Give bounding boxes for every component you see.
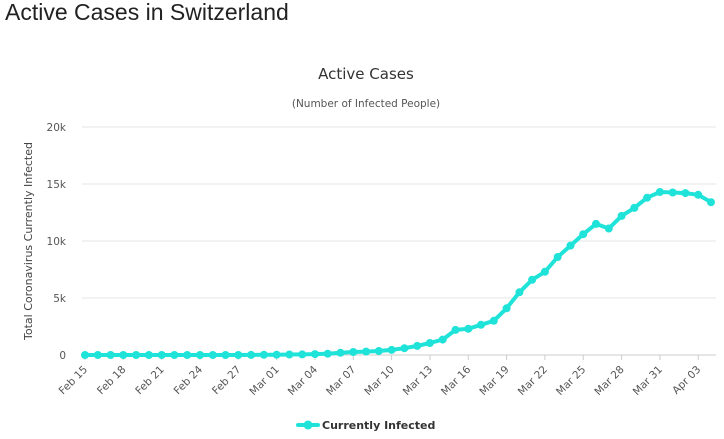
- x-tick-label: Mar 25: [554, 364, 588, 398]
- y-tick-label: 15k: [47, 179, 67, 191]
- data-point[interactable]: [183, 351, 192, 359]
- x-tick-label: Mar 01: [247, 364, 281, 398]
- y-tick-label: 5k: [53, 293, 67, 305]
- data-point[interactable]: [592, 219, 600, 228]
- y-axis-ticks: 0 5k 10k 15k 20k: [47, 122, 67, 362]
- x-tick-label: Mar 04: [286, 363, 321, 398]
- data-point[interactable]: [681, 189, 690, 198]
- data-point[interactable]: [221, 351, 230, 359]
- x-tick-label: Feb 24: [172, 363, 206, 397]
- y-tick-label: 10k: [47, 236, 67, 248]
- data-point[interactable]: [655, 188, 664, 196]
- data-point[interactable]: [617, 211, 626, 220]
- data-point[interactable]: [349, 348, 358, 356]
- data-point[interactable]: [707, 198, 715, 207]
- data-point[interactable]: [425, 339, 434, 347]
- data-point[interactable]: [170, 351, 179, 359]
- data-point[interactable]: [694, 190, 703, 199]
- x-tick-label: Feb 18: [95, 364, 128, 397]
- data-point[interactable]: [604, 224, 613, 233]
- data-point[interactable]: [157, 351, 166, 359]
- data-point[interactable]: [93, 351, 102, 359]
- data-point[interactable]: [489, 316, 498, 325]
- x-tick-label: Mar 16: [439, 363, 474, 398]
- grid: [82, 126, 716, 356]
- data-point[interactable]: [272, 350, 281, 359]
- series-line-currently-infected: [83, 190, 713, 357]
- data-point[interactable]: [413, 341, 422, 350]
- data-point[interactable]: [336, 348, 345, 357]
- data-point[interactable]: [566, 241, 575, 250]
- legend-marker-icon: [303, 420, 313, 430]
- data-point[interactable]: [477, 320, 485, 329]
- data-point[interactable]: [285, 350, 294, 359]
- x-tick-label: Feb 15: [57, 364, 90, 397]
- y-tick-label: 20k: [47, 122, 67, 134]
- data-point[interactable]: [234, 351, 243, 359]
- data-point[interactable]: [579, 230, 588, 239]
- data-point[interactable]: [387, 345, 396, 354]
- data-point[interactable]: [208, 351, 217, 359]
- data-point[interactable]: [362, 347, 371, 356]
- legend-label-currently-infected: Currently Infected: [322, 419, 435, 432]
- x-tick-label: Mar 13: [401, 364, 435, 398]
- data-point[interactable]: [106, 351, 115, 359]
- data-point[interactable]: [515, 288, 524, 297]
- data-point[interactable]: [132, 351, 141, 359]
- legend[interactable]: Currently Infected: [296, 419, 435, 432]
- x-tick-label: Mar 10: [362, 364, 396, 398]
- data-point[interactable]: [119, 351, 128, 359]
- data-point[interactable]: [400, 344, 409, 353]
- page-title: Active Cases in Switzerland: [5, 0, 289, 25]
- data-point[interactable]: [643, 193, 652, 202]
- x-tick-label: Feb 21: [133, 364, 166, 397]
- data-point[interactable]: [259, 350, 268, 359]
- data-point[interactable]: [298, 350, 307, 359]
- data-point[interactable]: [528, 275, 537, 284]
- chart-title: Active Cases: [318, 65, 414, 83]
- data-point[interactable]: [144, 351, 153, 359]
- data-point[interactable]: [630, 203, 639, 212]
- x-tick-label: Feb 27: [210, 364, 243, 397]
- data-point[interactable]: [451, 325, 460, 334]
- data-point[interactable]: [196, 351, 204, 359]
- x-axis-ticks: Feb 15 Feb 18 Feb 21 Feb 24 Feb 27 Mar 01 Mar …: [57, 355, 703, 398]
- data-point[interactable]: [311, 350, 319, 359]
- data-point[interactable]: [247, 350, 256, 359]
- data-point[interactable]: [668, 188, 677, 197]
- data-point[interactable]: [540, 267, 549, 276]
- x-tick-label: Mar 31: [631, 364, 665, 398]
- data-point[interactable]: [464, 324, 473, 333]
- chart-subtitle: (Number of Infected People): [292, 98, 440, 110]
- data-point[interactable]: [374, 347, 383, 355]
- data-point[interactable]: [323, 349, 332, 358]
- x-tick-label: Mar 07: [324, 364, 358, 398]
- series-points: [81, 188, 715, 359]
- y-tick-label: 0: [59, 350, 66, 362]
- x-tick-label: Mar 19: [477, 364, 511, 398]
- data-point[interactable]: [553, 253, 562, 261]
- data-point[interactable]: [502, 304, 511, 313]
- data-point[interactable]: [81, 351, 89, 359]
- x-tick-label: Apr 03: [670, 364, 703, 397]
- data-point[interactable]: [438, 335, 447, 344]
- y-axis-label: Total Coronavirus Currently Infected: [22, 142, 35, 341]
- x-tick-label: Mar 28: [592, 364, 626, 398]
- x-tick-label: Mar 22: [516, 364, 550, 398]
